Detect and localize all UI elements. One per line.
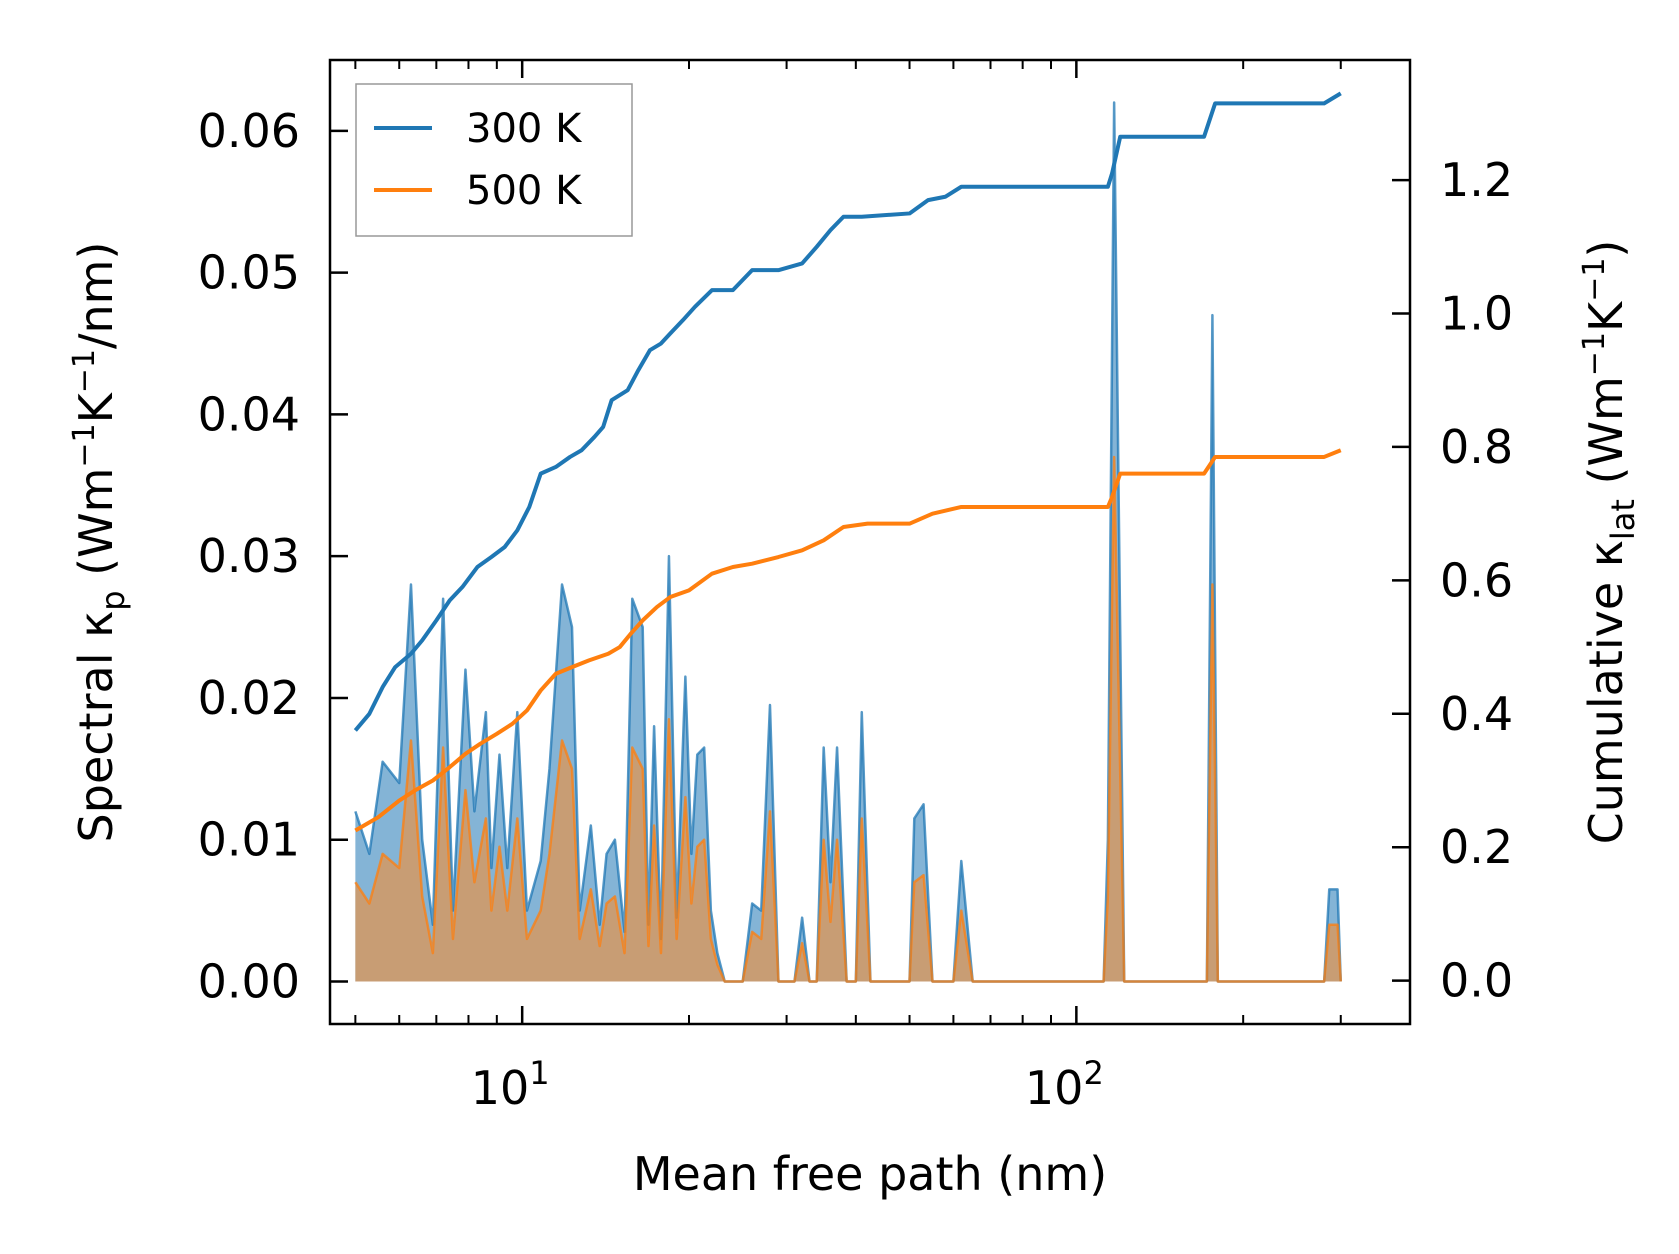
legend: 300 K 500 K <box>355 83 633 237</box>
legend-label-300k: 300 K <box>466 106 583 152</box>
x-tick-label: 101 <box>471 1054 550 1115</box>
cumulative-line-300k <box>353 91 1342 732</box>
y-right-tick-label: 1.0 <box>1440 287 1513 341</box>
spectral-line-500k <box>354 455 1343 983</box>
y-left-tick-label: 0.02 <box>198 671 300 725</box>
spectral-line-300k <box>354 101 1343 983</box>
y-left-tick-label: 0.06 <box>198 104 300 158</box>
spectral-line-layer <box>354 101 1343 983</box>
y-right-tick-label: 0.0 <box>1440 954 1513 1008</box>
y-left-tick-label: 0.00 <box>198 954 300 1008</box>
y-right-tick-label: 0.4 <box>1440 687 1513 741</box>
y-left-tick-label: 0.05 <box>198 246 300 300</box>
x-axis-label: Mean free path (nm) <box>633 1147 1107 1201</box>
x-tick-label: 102 <box>1025 1054 1104 1115</box>
y-right-tick-label: 1.2 <box>1440 153 1513 207</box>
legend-label-500k: 500 K <box>466 168 583 214</box>
right-axis-label: Cumulative κlat (Wm−1K−1) <box>1577 240 1642 845</box>
left-axis-label: Spectral κp (Wm−1K−1/nm) <box>67 242 132 843</box>
y-right-tick-label: 0.2 <box>1440 820 1513 874</box>
y-left-tick-label: 0.01 <box>198 813 300 867</box>
cumulative-line-layer <box>353 91 1342 833</box>
legend-box <box>355 83 633 237</box>
cumulative-line-500k <box>354 448 1342 833</box>
y-left-tick-label: 0.03 <box>198 529 300 583</box>
y-right-tick-label: 0.8 <box>1440 420 1513 474</box>
y-left-tick-label: 0.04 <box>198 387 300 441</box>
axis-ticks: 101 102 0.00 0.01 0.02 0.03 0.04 0.05 0.06 0.0 0.2… <box>198 60 1513 1115</box>
y-right-tick-label: 0.6 <box>1440 553 1513 607</box>
plot-frame <box>328 58 1412 1026</box>
